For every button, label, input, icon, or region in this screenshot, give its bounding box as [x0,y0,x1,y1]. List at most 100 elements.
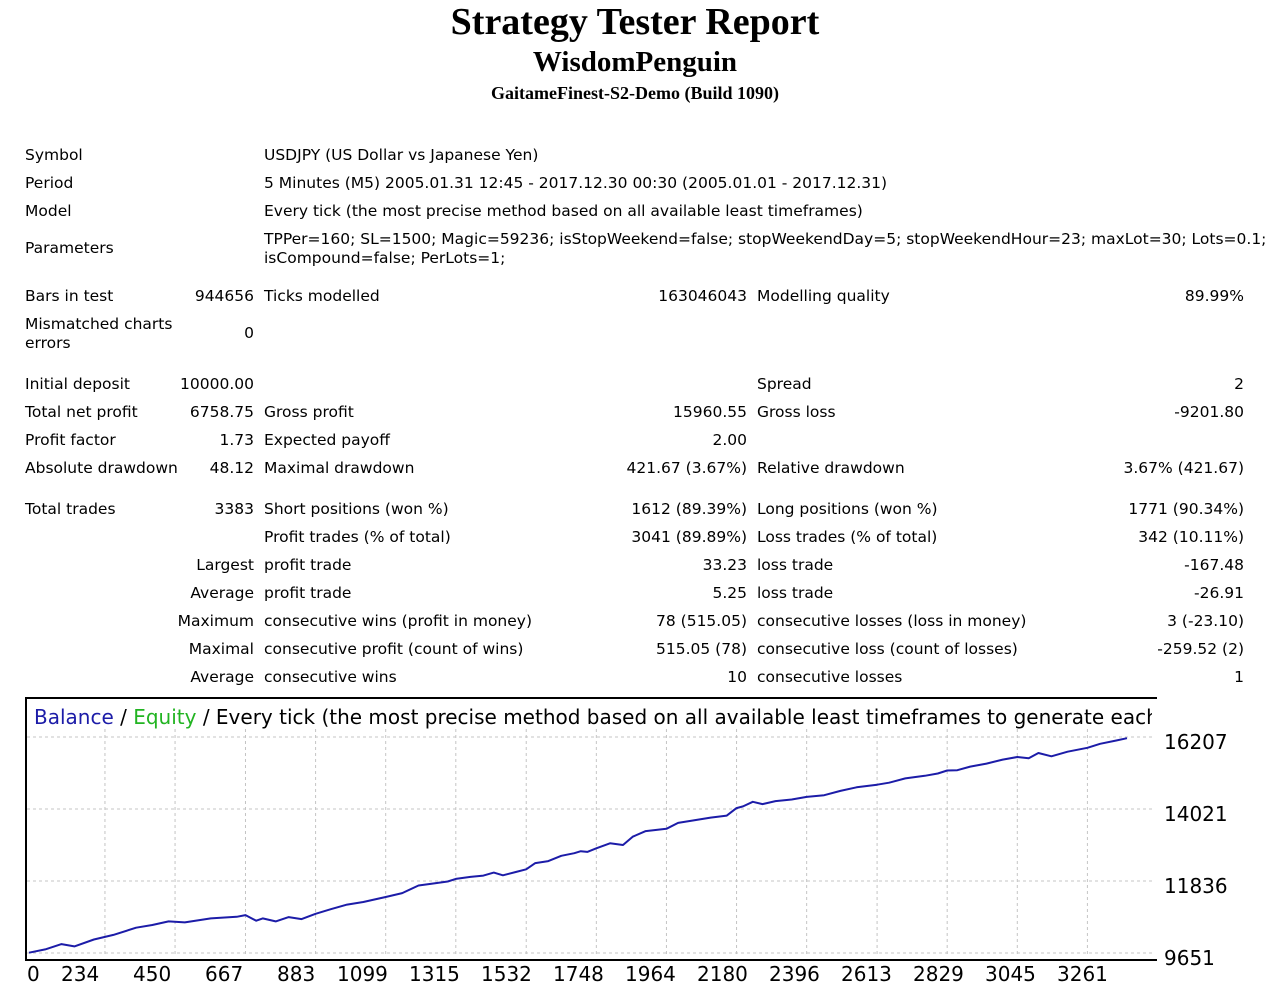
symbol-value: USDJPY (US Dollar vs Japanese Yen) [264,146,539,164]
expected-payoff-value: 2.00 [712,431,747,449]
profit-factor-value: 1.73 [219,431,254,449]
maximal-drawdown-label: Maximal drawdown [264,459,415,477]
maximal-label: Maximal [188,640,254,658]
average-consecutive-losses-value: 1 [1234,668,1244,686]
period-label: Period [25,174,74,192]
legend-equity: Equity [133,705,197,729]
profit-factor-label: Profit factor [25,431,116,449]
initial-deposit-label: Initial deposit [25,375,130,393]
x-tick-label: 3261 [1057,962,1108,986]
balance-chart-plot [27,729,1155,955]
total-trades-value: 3383 [214,500,254,518]
x-tick-label: 883 [277,962,316,986]
average-profit-value: 5.25 [712,584,747,602]
max-consecutive-wins-label: consecutive wins (profit in money) [264,612,533,630]
average-loss-label: loss trade [757,584,834,602]
gross-loss-label: Gross loss [757,403,836,421]
x-tick-label: 1964 [625,962,676,986]
modelling-quality-value: 89.99% [1184,287,1244,305]
chart-legend: Balance / Equity / Every tick (the most … [34,704,1152,730]
y-tick-label: 14021 [1164,802,1228,826]
short-positions-label: Short positions (won %) [264,500,449,518]
relative-drawdown-label: Relative drawdown [757,459,905,477]
parameters-value-line1: TPPer=160; SL=1500; Magic=59236; isStopW… [264,230,1267,248]
x-tick-label: 234 [61,962,100,986]
symbol-label: Symbol [25,146,83,164]
parameters-value-line2: isCompound=false; PerLots=1; [264,249,506,267]
net-profit-label: Total net profit [25,403,138,421]
x-tick-label: 2180 [697,962,748,986]
x-tick-label: 1099 [337,962,388,986]
long-positions-label: Long positions (won %) [757,500,938,518]
average-profit-label: profit trade [264,584,352,602]
mismatch-label-line2: errors [25,334,71,352]
spread-label: Spread [757,375,812,393]
gross-profit-value: 15960.55 [673,403,747,421]
largest-loss-label: loss trade [757,556,834,574]
largest-loss-value: -167.48 [1184,556,1244,574]
y-tick-label: 16207 [1164,730,1228,754]
largest-profit-value: 33.23 [702,556,747,574]
long-positions-value: 1771 (90.34%) [1128,500,1244,518]
maximal-consecutive-loss-label: consecutive loss (count of losses) [757,640,1018,658]
loss-trades-label: Loss trades (% of total) [757,528,938,546]
maximal-consecutive-loss-value: -259.52 (2) [1157,640,1244,658]
balance-line [28,737,1128,954]
balance-chart [25,697,1157,961]
maximal-drawdown-value: 421.67 (3.67%) [626,459,748,477]
ticks-label: Ticks modelled [264,287,380,305]
spread-value: 2 [1234,375,1244,393]
report-title: Strategy Tester Report [450,1,820,43]
expert-name: WisdomPenguin [532,46,738,78]
legend-separator: / [113,705,134,729]
legend-description: / Every tick (the most precise method ba… [202,705,1152,729]
x-tick-label: 3045 [985,962,1036,986]
mismatch-value: 0 [244,324,254,342]
x-tick-label: 1315 [409,962,460,986]
average-consecutive-losses-label: consecutive losses [757,668,903,686]
model-label: Model [25,202,72,220]
absolute-drawdown-label: Absolute drawdown [25,459,178,477]
bars-label: Bars in test [25,287,114,305]
max-consecutive-wins-value: 78 (515.05) [656,612,747,630]
maximum-label: Maximum [177,612,254,630]
x-tick-label: 450 [133,962,172,986]
period-value: 5 Minutes (M5) 2005.01.31 12:45 - 2017.1… [264,174,888,192]
loss-trades-value: 342 (10.11%) [1138,528,1244,546]
y-tick-label: 11836 [1164,874,1228,898]
absolute-drawdown-value: 48.12 [209,459,254,477]
average-consecutive-wins-label: consecutive wins [264,668,397,686]
legend-balance: Balance [34,705,114,729]
max-consecutive-losses-value: 3 (-23.10) [1167,612,1244,630]
average-consecutive-label: Average [190,668,254,686]
x-tick-label: 1748 [553,962,604,986]
x-tick-label: 2829 [913,962,964,986]
gross-profit-label: Gross profit [264,403,354,421]
x-tick-label: 0 [27,962,40,986]
gross-loss-value: -9201.80 [1174,403,1244,421]
x-tick-label: 2396 [769,962,820,986]
model-value: Every tick (the most precise method base… [264,202,863,220]
largest-label: Largest [196,556,254,574]
x-tick-label: 1532 [481,962,532,986]
relative-drawdown-value: 3.67% (421.67) [1123,459,1245,477]
maximal-consecutive-profit-value: 515.05 (78) [656,640,747,658]
initial-deposit-value: 10000.00 [180,375,254,393]
x-tick-label: 2613 [841,962,892,986]
modelling-quality-label: Modelling quality [757,287,890,305]
profit-trades-value: 3041 (89.89%) [631,528,747,546]
profit-trades-label: Profit trades (% of total) [264,528,451,546]
server-name: GaitameFinest-S2-Demo (Build 1090) [491,83,779,103]
maximal-consecutive-profit-label: consecutive profit (count of wins) [264,640,524,658]
average-label: Average [190,584,254,602]
expected-payoff-label: Expected payoff [264,431,390,449]
total-trades-label: Total trades [25,500,116,518]
net-profit-value: 6758.75 [189,403,254,421]
max-consecutive-losses-label: consecutive losses (loss in money) [757,612,1027,630]
ticks-value: 163046043 [658,287,747,305]
average-consecutive-wins-value: 10 [727,668,747,686]
x-tick-label: 667 [205,962,244,986]
mismatch-label-line1: Mismatched charts [25,315,173,333]
bars-value: 944656 [194,287,254,305]
short-positions-value: 1612 (89.39%) [631,500,747,518]
